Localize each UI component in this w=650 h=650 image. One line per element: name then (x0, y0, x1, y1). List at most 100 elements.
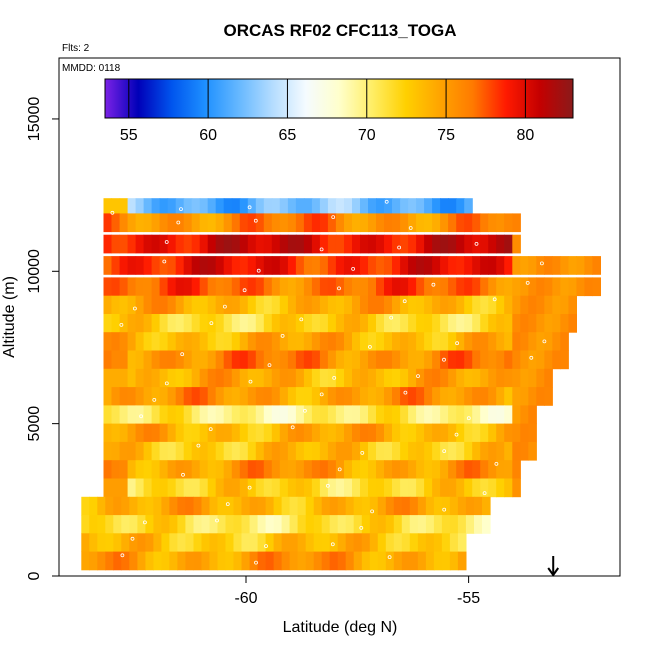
heatmap-cell (223, 441, 233, 461)
heatmap-cell (368, 478, 377, 498)
sample-point (132, 306, 137, 311)
heatmap-cell (161, 533, 170, 552)
heatmap-cell (103, 332, 113, 351)
heatmap-cell (143, 478, 153, 498)
heatmap-cell (576, 256, 585, 275)
heatmap-cell (368, 350, 377, 370)
sample-point (164, 240, 169, 244)
heatmap-cell (263, 295, 273, 315)
heatmap-cell (183, 387, 193, 406)
heatmap-cell (143, 314, 153, 333)
heatmap-cell (496, 441, 505, 461)
heatmap-cell (135, 234, 145, 254)
heatmap-cell (193, 515, 203, 534)
heatmap-cell (279, 423, 289, 443)
heatmap-cell (352, 198, 361, 217)
heatmap-cell (271, 213, 281, 233)
heatmap-cell (313, 533, 323, 552)
heatmap-cell (472, 234, 481, 254)
heatmap-cell (472, 350, 481, 370)
heatmap-cell (159, 478, 169, 498)
heatmap-cell (183, 198, 193, 217)
sample-point (370, 509, 375, 514)
heatmap-cell (159, 213, 169, 233)
x-axis: -60 -55 (234, 576, 480, 607)
heatmap-cell (536, 256, 545, 275)
heatmap-cell (255, 478, 265, 498)
heatmap-cell (287, 405, 297, 425)
sample-point (332, 375, 337, 380)
heatmap-cell (440, 213, 449, 233)
heatmap-cell (185, 496, 194, 516)
heatmap-cell (247, 350, 257, 370)
heatmap-cell (384, 460, 393, 479)
heatmap-cell (279, 213, 289, 233)
heatmap-cell (255, 423, 265, 443)
heatmap-cell (528, 423, 537, 443)
heatmap-cell (239, 277, 249, 297)
heatmap-cell (416, 332, 425, 351)
heatmap-cell (161, 515, 170, 534)
heatmap-cell (287, 478, 297, 498)
heatmap-cell (480, 234, 489, 254)
heatmap-cell (441, 496, 451, 516)
heatmap-cell (504, 460, 513, 479)
heatmap-cell (247, 387, 257, 406)
heatmap-cell (408, 332, 417, 351)
y-tick-label: 15000 (26, 97, 43, 142)
heatmap-cell (183, 295, 193, 315)
heatmap-cell (223, 234, 233, 254)
heatmap-cell (231, 234, 241, 254)
heatmap-cell (335, 198, 345, 217)
heatmap-cell (544, 277, 553, 297)
heatmap-cell (271, 423, 281, 443)
heatmap-cell (480, 387, 489, 406)
heatmap-cell (376, 213, 385, 233)
heatmap-cell (376, 423, 385, 443)
heatmap-cell (344, 277, 353, 297)
heatmap-cell (159, 405, 169, 425)
heatmap-cell (295, 332, 305, 351)
heatmap-cell (504, 314, 513, 333)
heatmap-cell (199, 387, 209, 406)
heatmap-cell (319, 405, 329, 425)
heatmap-cell (360, 405, 369, 425)
heatmap-cell (432, 350, 441, 370)
heatmap-cell (432, 478, 441, 498)
heatmap-cell (105, 551, 114, 571)
heatmap-cell (327, 478, 337, 498)
heatmap-cell (231, 332, 241, 351)
heatmap-cell (488, 423, 497, 443)
heatmap-cell (560, 277, 569, 297)
heatmap-cell (127, 277, 137, 297)
heatmap-cell (207, 441, 217, 461)
heatmap-cell (151, 423, 161, 443)
heatmap-cell (376, 332, 385, 351)
heatmap-cell (319, 234, 329, 254)
heatmap-cell (247, 213, 257, 233)
heatmap-cell (335, 314, 345, 333)
heatmap-cell (127, 387, 137, 406)
heatmap-cell (311, 387, 321, 406)
heatmap-cell (263, 478, 273, 498)
heatmap-cell (464, 350, 473, 370)
heatmap-cell (335, 277, 345, 297)
heatmap-cell (185, 551, 194, 571)
heatmap-cell (303, 405, 313, 425)
heatmap-cell (151, 441, 161, 461)
heatmap-cell (424, 277, 433, 297)
heatmap-cell (97, 496, 106, 516)
heatmap-cell (352, 441, 361, 461)
heatmap-cell (424, 256, 433, 275)
heatmap-cell (488, 234, 497, 254)
heatmap-cell (335, 350, 345, 370)
heatmap-cell (456, 198, 465, 217)
heatmap-cell (488, 441, 497, 461)
heatmap-cell (289, 533, 299, 552)
colorbar-tick-label: 80 (517, 127, 535, 144)
heatmap-cell (327, 332, 337, 351)
heatmap-cell (344, 295, 353, 315)
heatmap-cell (295, 368, 305, 388)
heatmap-cell (247, 295, 257, 315)
heatmap-cell (448, 460, 457, 479)
